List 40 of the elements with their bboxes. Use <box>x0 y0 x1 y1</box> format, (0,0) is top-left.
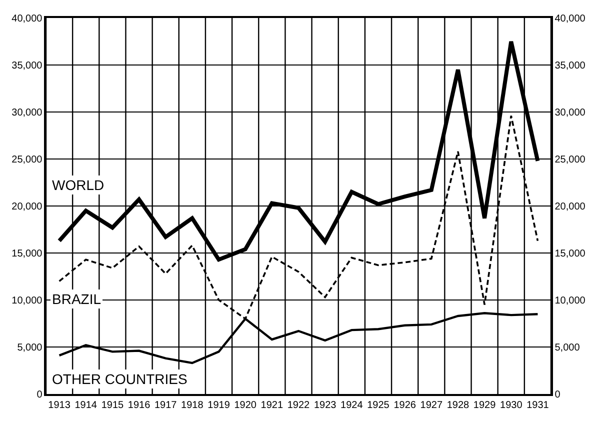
y-tick-label: 30,000 <box>12 108 43 118</box>
x-tick-label: 1924 <box>340 400 364 411</box>
y2-tick-label: 20,000 <box>554 202 586 212</box>
y-tick-label: 35,000 <box>12 60 43 72</box>
x-tick-label: 1925 <box>367 400 390 411</box>
x-tick-label: 1915 <box>101 400 124 411</box>
x-tick-label: 1931 <box>526 400 550 411</box>
x-tick-label: 1926 <box>394 400 416 411</box>
x-tick-label: 1920 <box>234 400 257 411</box>
series-label: BRAZIL <box>52 291 102 307</box>
x-tick-label: 1921 <box>260 400 284 411</box>
x-tick-label: 1927 <box>420 400 443 411</box>
series-label: OTHER COUNTRIES <box>52 371 188 387</box>
y-tick-label: 20,000 <box>12 202 43 212</box>
y-tick-label: 25,000 <box>12 154 43 166</box>
x-tick-label: 1922 <box>287 400 310 411</box>
x-tick-label: 1923 <box>314 400 337 411</box>
x-tick-label: 1919 <box>208 400 230 411</box>
x-tick-label: 1928 <box>446 400 470 411</box>
x-tick-label: 1918 <box>181 400 204 411</box>
y2-tick-label: 10,000 <box>554 296 586 306</box>
y2-tick-label: 5,000 <box>554 342 580 354</box>
series-label: WORLD <box>52 177 104 193</box>
x-tick-label: 1930 <box>500 400 523 411</box>
y2-tick-label: 30,000 <box>554 108 586 118</box>
x-tick-label: 1913 <box>48 400 71 411</box>
y-tick-label: 0 <box>36 390 43 400</box>
x-tick-label: 1914 <box>74 400 98 411</box>
y-tick-label: 10,000 <box>12 296 43 306</box>
y2-tick-label: 25,000 <box>554 154 586 166</box>
y2-tick-label: 0 <box>554 390 561 400</box>
y2-tick-label: 15,000 <box>554 248 586 260</box>
y2-tick-label: 40,000 <box>554 14 586 24</box>
y-tick-label: 40,000 <box>12 14 43 24</box>
x-tick-label: 1917 <box>154 400 178 411</box>
x-tick-label: 1916 <box>128 400 151 411</box>
y-tick-label: 15,000 <box>12 248 43 260</box>
x-tick-label: 1929 <box>473 400 496 411</box>
y2-tick-label: 35,000 <box>554 60 586 72</box>
y-tick-label: 5,000 <box>17 342 43 354</box>
